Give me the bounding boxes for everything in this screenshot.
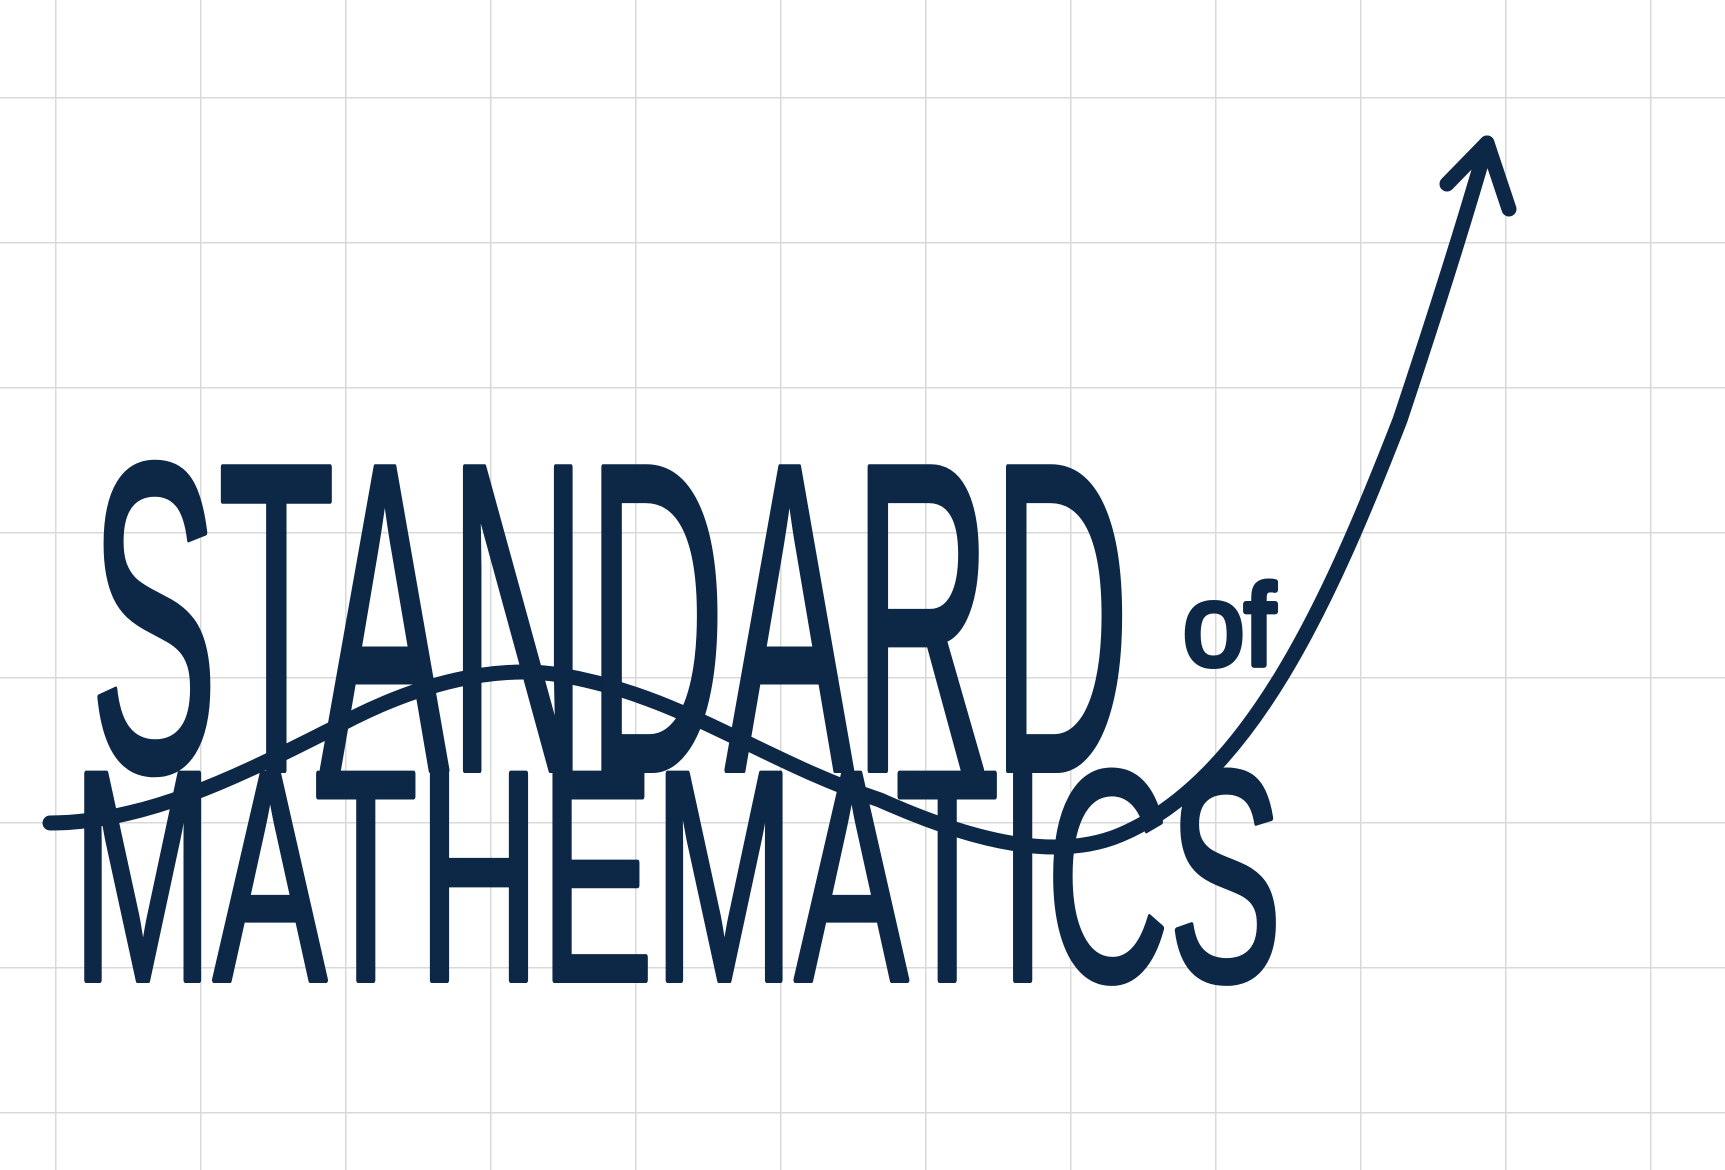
logo-line2: MATHEMATICS xyxy=(72,708,1282,1044)
logo-connector: of xyxy=(1183,562,1276,690)
growth-curve xyxy=(42,135,1495,855)
logo-line1: STANDARD xyxy=(90,373,1130,864)
arrow-head xyxy=(1439,135,1517,217)
